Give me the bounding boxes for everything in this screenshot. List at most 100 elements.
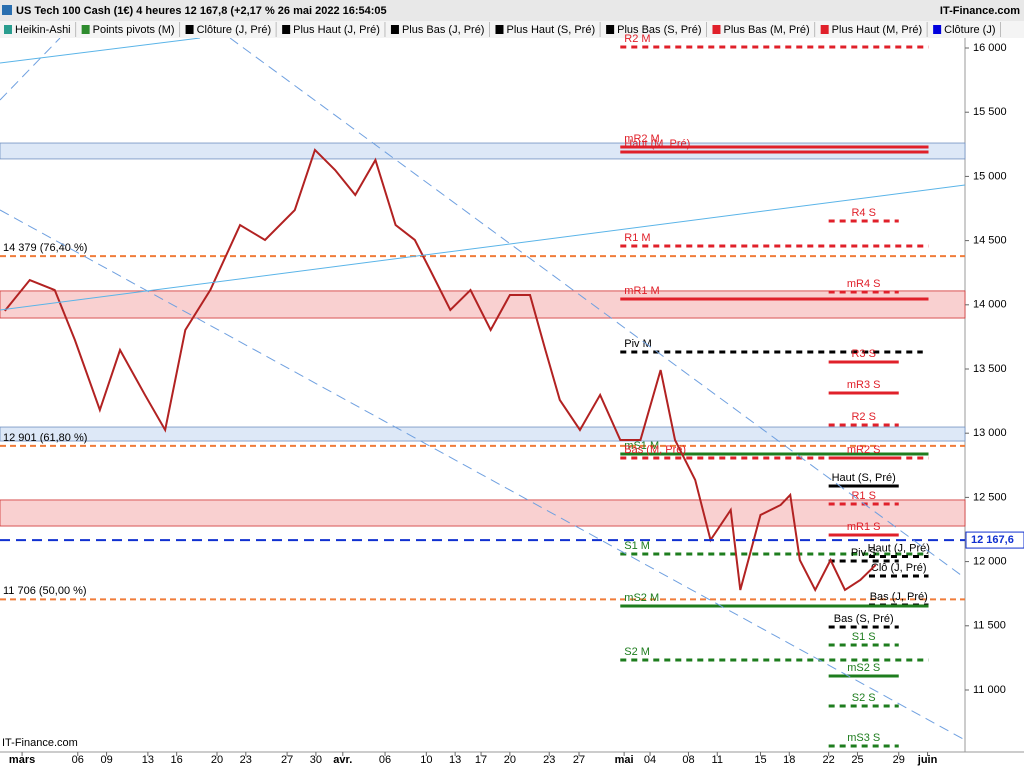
- logo: [2, 5, 12, 15]
- level-label: R1 M: [624, 232, 650, 244]
- y-tick-label: 12 000: [973, 555, 1007, 567]
- source: IT-Finance.com: [940, 5, 1020, 17]
- legend-label: Plus Haut (M, Pré): [832, 24, 922, 36]
- level-label: Piv S: [851, 547, 877, 559]
- x-tick-label: 11: [712, 754, 723, 766]
- legend-label: Heikin-Ashi: [15, 24, 71, 36]
- x-tick-label: 04: [644, 754, 656, 766]
- legend-bar: [0, 21, 1024, 38]
- level-label: Bas (S, Pré): [834, 613, 894, 625]
- level-label: Haut (M, Pré): [624, 138, 690, 150]
- x-tick-label: 22: [823, 754, 835, 766]
- trend-line: [0, 184, 965, 311]
- legend-label: Plus Bas (S, Pré): [617, 24, 701, 36]
- legend-swatch: [820, 25, 829, 34]
- x-tick-label: 13: [449, 754, 461, 766]
- fibo-label: 12 901 (61,80 %): [3, 432, 87, 444]
- trend-line: [229, 38, 965, 579]
- y-tick-label: 14 000: [973, 299, 1007, 311]
- legend-swatch: [495, 25, 504, 34]
- x-tick-label: 13: [142, 754, 154, 766]
- y-tick-label: 12 500: [973, 491, 1007, 503]
- x-tick-label: 27: [281, 754, 293, 766]
- trend-line: [0, 209, 965, 741]
- x-tick-label: 20: [504, 754, 516, 766]
- header-bar: [0, 0, 1024, 21]
- level-label: Clô (J, Pré): [871, 562, 927, 574]
- x-tick-label: 29: [893, 754, 905, 766]
- legend-label: Points pivots (M): [93, 24, 175, 36]
- legend-label: Clôture (J, Pré): [197, 24, 272, 36]
- level-label: Haut (J, Pré): [868, 542, 930, 554]
- legend-swatch: [4, 25, 12, 34]
- legend-swatch: [185, 25, 194, 34]
- x-tick-label: mai: [615, 754, 634, 766]
- level-label: mS1 M: [624, 440, 659, 452]
- legend-label: Plus Haut (S, Pré): [506, 24, 595, 36]
- level-label: S1 S: [852, 631, 876, 643]
- zone: [0, 499, 966, 527]
- x-tick-label: 20: [211, 754, 223, 766]
- legend-label: Clôture (J): [944, 24, 995, 36]
- trend-lines: [0, 38, 965, 741]
- x-tick-label: 10: [420, 754, 432, 766]
- legend-label: Plus Bas (M, Pré): [723, 24, 809, 36]
- level-label: R2 S: [851, 411, 875, 423]
- legend-swatch: [606, 25, 615, 34]
- level-label: Bas (J, Pré): [870, 591, 928, 603]
- level-label: Bas (M, Pré): [624, 444, 686, 456]
- fibo-label: 14 379 (76,40 %): [3, 242, 87, 254]
- x-tick-label: 06: [379, 754, 391, 766]
- x-tick-label: 15: [754, 754, 766, 766]
- legend-swatch: [390, 25, 399, 34]
- x-tick-label: 30: [310, 754, 322, 766]
- level-label: mR3 S: [847, 379, 881, 391]
- fibo-label: 11 706 (50,00 %): [3, 585, 87, 597]
- level-label: Piv M: [624, 338, 652, 350]
- legend-label: Plus Bas (J, Pré): [402, 24, 485, 36]
- level-label: mS2 S: [847, 662, 880, 674]
- price-line: [4, 148, 877, 593]
- plot-area: 14 379 (76,40 %) 12 901 (61,80 %) 11 706 (…: [0, 33, 966, 748]
- level-label: R4 S: [851, 207, 875, 219]
- legend-swatch: [712, 25, 721, 34]
- level-label: mR1 M: [624, 285, 659, 297]
- x-tick-label: 25: [851, 754, 863, 766]
- level-label: R1 S: [851, 490, 875, 502]
- level-label: S1 M: [624, 540, 650, 552]
- x-tick-label: 23: [240, 754, 252, 766]
- y-tick-label: 13 500: [973, 363, 1007, 375]
- x-tick-label: 23: [543, 754, 555, 766]
- legend-swatch: [933, 25, 942, 34]
- level-label: mR4 S: [847, 278, 881, 290]
- x-tick-label: mars: [9, 754, 35, 766]
- level-label: mR2 S: [847, 444, 881, 456]
- x-tick-label: 09: [100, 754, 112, 766]
- x-tick-label: 17: [475, 754, 487, 766]
- y-tick-label: 13 000: [973, 427, 1007, 439]
- x-tick-label: avr.: [333, 754, 352, 766]
- level-label: Haut (S, Pré): [832, 472, 896, 484]
- y-tick-label: 11 500: [973, 620, 1006, 632]
- x-tick-label: 06: [72, 754, 84, 766]
- y-tick-label: 15 000: [973, 170, 1007, 182]
- x-tick-label: 08: [682, 754, 694, 766]
- x-tick-label: 16: [171, 754, 183, 766]
- y-tick-label: 11 000: [973, 684, 1006, 696]
- level-label: S2 M: [624, 646, 650, 658]
- x-tick-label: 27: [573, 754, 585, 766]
- watermark: IT-Finance.com: [2, 737, 78, 749]
- y-tick-label: 14 500: [973, 235, 1007, 247]
- x-tick-label: 18: [783, 754, 795, 766]
- y-tick-label: 15 500: [973, 106, 1007, 118]
- level-label: S2 S: [852, 692, 876, 704]
- trend-line: [0, 38, 61, 101]
- legend-label: Plus Haut (J, Pré): [293, 24, 380, 36]
- level-label: mR2 M: [624, 133, 659, 145]
- level-label: mS3 S: [847, 732, 880, 744]
- legend-swatch: [81, 25, 90, 34]
- current-price-label: 12 167,6: [971, 534, 1014, 546]
- legend-swatch: [282, 25, 291, 34]
